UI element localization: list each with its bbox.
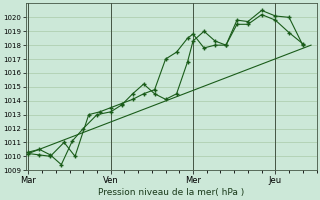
X-axis label: Pression niveau de la mer( hPa ): Pression niveau de la mer( hPa ) (98, 188, 244, 197)
